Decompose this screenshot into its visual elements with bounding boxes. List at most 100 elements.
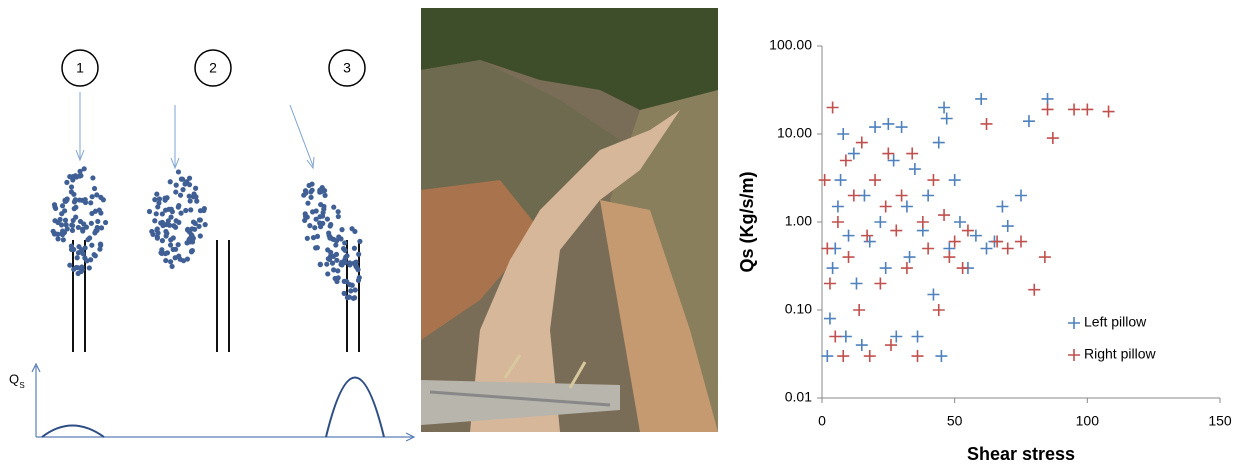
dot: [183, 207, 189, 214]
dot: [201, 207, 207, 214]
point: [847, 189, 860, 202]
dot: [321, 206, 327, 212]
point: [853, 304, 866, 316]
dot: [89, 194, 95, 200]
dot: [186, 193, 192, 199]
dot: [77, 168, 83, 174]
dot: [355, 267, 361, 273]
dot: [317, 189, 323, 195]
point: [948, 235, 961, 248]
dot: [85, 237, 91, 243]
diagram: [31, 49, 416, 442]
point: [818, 174, 831, 187]
point: [858, 189, 871, 202]
dot: [175, 169, 182, 175]
dot: [74, 255, 80, 261]
dot: [305, 200, 311, 206]
dot: [168, 214, 174, 220]
photo: [421, 8, 718, 432]
dot: [168, 259, 174, 265]
dot: [55, 236, 61, 242]
dot: [351, 245, 358, 251]
point: [890, 330, 903, 343]
dot: [67, 262, 73, 268]
dot: [170, 246, 176, 253]
legend-label: Right pillow: [1084, 346, 1156, 362]
dot: [342, 259, 348, 266]
pillow-lines: [72, 240, 360, 352]
point: [1081, 103, 1094, 116]
point: [831, 216, 844, 228]
dot: [320, 220, 326, 227]
dot: [327, 235, 333, 241]
dot: [68, 189, 75, 195]
dot: [312, 225, 318, 231]
point: [916, 216, 929, 228]
point: [842, 229, 855, 242]
point: [1001, 220, 1014, 233]
dot: [146, 208, 153, 215]
dot: [163, 233, 169, 239]
dot: [98, 194, 104, 200]
point: [1001, 242, 1014, 255]
dot: [317, 262, 323, 268]
dot: [51, 202, 58, 208]
dot: [159, 211, 165, 217]
dot: [64, 197, 70, 203]
legend-marker: [1068, 349, 1080, 361]
point: [900, 262, 913, 275]
dot: [186, 175, 193, 181]
y-tick-label: 10.00: [777, 125, 812, 141]
dot: [357, 238, 363, 244]
y-tick-label: 100.00: [769, 37, 812, 53]
point: [1038, 251, 1051, 264]
point: [1041, 103, 1054, 116]
dot: [178, 176, 184, 182]
point: [903, 251, 916, 264]
point: [839, 154, 852, 167]
dot: [325, 256, 331, 262]
dot: [202, 222, 208, 228]
dot: [320, 213, 326, 219]
point: [823, 277, 836, 290]
point: [869, 121, 882, 134]
point: [831, 200, 844, 213]
dot: [186, 182, 193, 188]
x-tick-label: 0: [818, 413, 826, 429]
dot: [304, 235, 310, 241]
x-tick-label: 150: [1208, 413, 1232, 429]
dot: [180, 187, 186, 193]
dot: [67, 174, 73, 180]
point: [932, 136, 945, 149]
dot: [171, 223, 177, 229]
point: [969, 229, 982, 242]
qs-axes: [31, 362, 416, 442]
point: [980, 242, 993, 255]
point: [938, 209, 951, 222]
point: [874, 216, 887, 228]
dot: [155, 204, 161, 210]
dot: [339, 227, 345, 233]
point: [940, 112, 953, 125]
dot: [173, 182, 179, 188]
dot: [189, 248, 195, 254]
step-circle: [61, 49, 99, 87]
point: [1015, 189, 1027, 202]
point: [821, 242, 834, 255]
step-label: 2: [209, 60, 217, 76]
dot: [196, 217, 203, 223]
dot: [352, 287, 358, 293]
point: [882, 117, 895, 130]
dot: [156, 200, 162, 206]
dot: [96, 207, 102, 213]
dot: [346, 294, 352, 300]
dot: [329, 260, 336, 266]
dot: [90, 175, 96, 181]
dot: [75, 250, 82, 256]
dot: [75, 224, 81, 231]
dot: [70, 222, 76, 229]
dot: [61, 229, 68, 236]
dot: [97, 246, 103, 252]
x-tick-label: 50: [947, 413, 963, 429]
